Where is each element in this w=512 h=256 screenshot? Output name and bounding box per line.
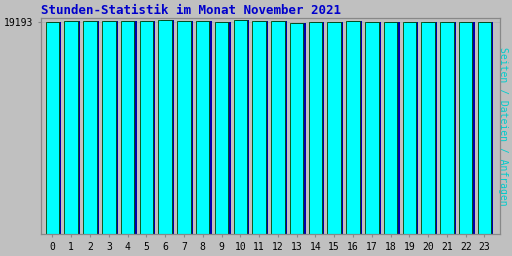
- Bar: [330, 22, 343, 234]
- Bar: [254, 21, 268, 234]
- Bar: [48, 22, 61, 234]
- Bar: [104, 21, 118, 234]
- Bar: [442, 22, 456, 234]
- Bar: [349, 21, 362, 234]
- Bar: [123, 21, 137, 234]
- Bar: [328, 22, 341, 234]
- Bar: [384, 22, 397, 234]
- Bar: [365, 22, 378, 234]
- Bar: [461, 22, 475, 234]
- Bar: [290, 23, 304, 234]
- Bar: [65, 22, 78, 234]
- Bar: [459, 22, 473, 234]
- Bar: [367, 22, 381, 234]
- Bar: [236, 20, 249, 234]
- Bar: [233, 20, 247, 234]
- Bar: [271, 21, 285, 234]
- Bar: [309, 22, 322, 234]
- Bar: [86, 21, 99, 234]
- Bar: [196, 21, 209, 234]
- Bar: [421, 22, 435, 234]
- Bar: [198, 21, 212, 234]
- Bar: [346, 21, 360, 234]
- Bar: [158, 20, 172, 234]
- Bar: [121, 21, 134, 234]
- Bar: [83, 21, 97, 234]
- Bar: [423, 22, 437, 234]
- Bar: [179, 21, 193, 234]
- Bar: [177, 21, 190, 234]
- Text: Stunden-Statistik im Monat November 2021: Stunden-Statistik im Monat November 2021: [41, 4, 341, 17]
- Bar: [252, 21, 266, 234]
- Bar: [402, 22, 416, 234]
- Bar: [292, 23, 306, 234]
- Bar: [142, 21, 155, 234]
- Bar: [440, 22, 454, 234]
- Bar: [311, 22, 325, 234]
- Bar: [386, 22, 399, 234]
- Bar: [217, 22, 230, 234]
- Bar: [67, 22, 80, 234]
- Bar: [215, 22, 228, 234]
- Bar: [46, 22, 59, 234]
- Bar: [478, 22, 491, 234]
- Bar: [140, 21, 153, 234]
- Bar: [273, 21, 287, 234]
- Bar: [161, 20, 174, 234]
- Bar: [405, 22, 418, 234]
- Bar: [480, 22, 494, 234]
- Bar: [102, 21, 116, 234]
- Y-axis label: Seiten / Dateien / Anfragen: Seiten / Dateien / Anfragen: [498, 47, 508, 206]
